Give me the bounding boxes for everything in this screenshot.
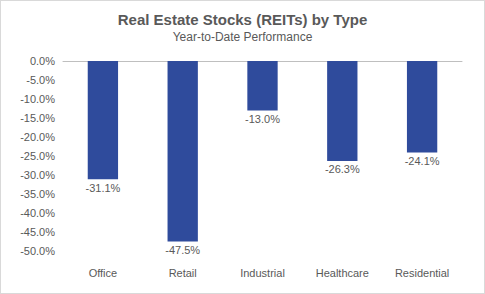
- svg-text:-15.0%: -15.0%: [20, 112, 55, 124]
- svg-text:-40.0%: -40.0%: [20, 207, 55, 219]
- svg-text:Year-to-Date Performance: Year-to-Date Performance: [173, 30, 313, 44]
- svg-text:Healthcare: Healthcare: [316, 267, 369, 279]
- svg-text:Office: Office: [89, 267, 118, 279]
- svg-text:-5.0%: -5.0%: [26, 74, 55, 86]
- svg-text:Real Estate Stocks (REITs) by: Real Estate Stocks (REITs) by Type: [118, 11, 368, 28]
- svg-text:-13.0%: -13.0%: [245, 113, 280, 125]
- svg-text:-26.3%: -26.3%: [325, 163, 360, 175]
- svg-text:-31.1%: -31.1%: [85, 182, 120, 194]
- svg-text:-35.0%: -35.0%: [20, 188, 55, 200]
- svg-text:Residential: Residential: [395, 267, 449, 279]
- svg-text:-45.0%: -45.0%: [20, 226, 55, 238]
- svg-text:Retail: Retail: [169, 267, 197, 279]
- svg-text:0.0%: 0.0%: [30, 55, 55, 67]
- svg-text:-50.0%: -50.0%: [20, 245, 55, 257]
- svg-text:-24.1%: -24.1%: [405, 155, 440, 167]
- svg-text:-30.0%: -30.0%: [20, 169, 55, 181]
- svg-text:-47.5%: -47.5%: [165, 244, 200, 256]
- svg-text:-10.0%: -10.0%: [20, 93, 55, 105]
- svg-text:-25.0%: -25.0%: [20, 150, 55, 162]
- svg-text:Industrial: Industrial: [240, 267, 285, 279]
- svg-text:-20.0%: -20.0%: [20, 131, 55, 143]
